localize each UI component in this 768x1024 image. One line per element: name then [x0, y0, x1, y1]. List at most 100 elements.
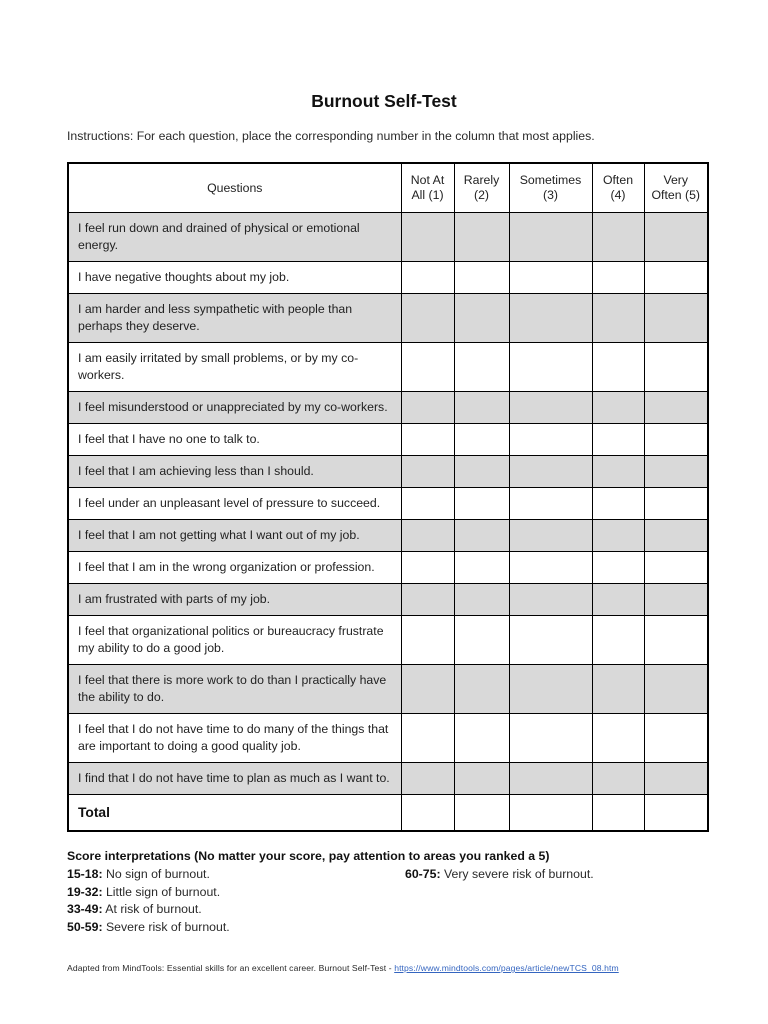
table-row: I feel that organizational politics or b…: [67, 615, 709, 665]
question-text: I feel that I have no one to talk to.: [67, 423, 402, 456]
score-text: No sign of burnout.: [105, 867, 210, 881]
question-text: I am easily irritated by small problems,…: [67, 342, 402, 392]
answer-cell: [508, 519, 593, 552]
answer-cell: [400, 583, 455, 616]
mindtools-link[interactable]: https://www.mindtools.com/pages/article/…: [394, 963, 619, 973]
answer-cell: [591, 664, 645, 714]
table-row: I feel that I am not getting what I want…: [67, 519, 709, 552]
question-text: I am harder and less sympathetic with pe…: [67, 293, 402, 343]
answer-cell: [400, 664, 455, 714]
question-text: I feel that organizational politics or b…: [67, 615, 402, 665]
answer-cell: [453, 551, 510, 584]
answer-cell: [508, 391, 593, 424]
table-row: I have negative thoughts about my job.: [67, 261, 709, 294]
score-text: Severe risk of burnout.: [105, 919, 230, 934]
attribution-footer: Adapted from MindTools: Essential skills…: [67, 963, 707, 973]
answer-cell: [453, 487, 510, 520]
question-rows: I feel run down and drained of physical …: [67, 212, 709, 832]
score-heading: Score interpretations (No matter your sc…: [67, 849, 550, 863]
answer-cell: [453, 455, 510, 488]
answer-cell: [643, 293, 709, 343]
answer-cell: [643, 615, 709, 665]
answer-cell: [591, 261, 645, 294]
answer-cell: [453, 261, 510, 294]
answer-cell: [643, 391, 709, 424]
question-text: I feel that I am achieving less than I s…: [67, 455, 402, 488]
answer-cell: [400, 519, 455, 552]
table-row: I am easily irritated by small problems,…: [67, 342, 709, 392]
answer-cell: [591, 391, 645, 424]
answer-cell: [508, 615, 593, 665]
column-header-often: Often (4): [591, 162, 645, 213]
table-row: I feel that I have no one to talk to.: [67, 423, 709, 456]
score-text: At risk of burnout.: [105, 902, 202, 916]
column-header-rarely: Rarely (2): [453, 162, 510, 213]
answer-cell: [643, 423, 709, 456]
answer-cell: [591, 794, 645, 832]
answer-cell: [591, 423, 645, 456]
answer-cell: [591, 713, 645, 763]
answer-cell: [453, 519, 510, 552]
answer-cell: [453, 615, 510, 665]
question-text: I feel that I am not getting what I want…: [67, 519, 402, 552]
attribution-text: Adapted from MindTools: Essential skills…: [67, 963, 395, 973]
answer-cell: [643, 487, 709, 520]
burnout-question-table: Questions Not At All (1) Rarely (2) Some…: [67, 162, 709, 832]
answer-cell: [591, 583, 645, 616]
answer-cell: [508, 762, 593, 795]
answer-cell: [643, 519, 709, 552]
answer-cell: [591, 455, 645, 488]
answer-cell: [508, 212, 593, 262]
table-row: I feel that I do not have time to do man…: [67, 713, 709, 763]
answer-cell: [591, 519, 645, 552]
answer-cell: [643, 762, 709, 795]
answer-cell: [453, 391, 510, 424]
document-page: Burnout Self-Test Instructions: For each…: [67, 91, 709, 973]
answer-cell: [508, 583, 593, 616]
answer-cell: [453, 664, 510, 714]
answer-cell: [400, 342, 455, 392]
total-label: Total: [67, 794, 402, 832]
answer-cell: [400, 551, 455, 584]
answer-cell: [400, 261, 455, 294]
answer-cell: [591, 487, 645, 520]
answer-cell: [400, 423, 455, 456]
answer-cell: [453, 423, 510, 456]
answer-cell: [508, 423, 593, 456]
answer-cell: [508, 551, 593, 584]
answer-cell: [453, 293, 510, 343]
instructions-text: Instructions: For each question, place t…: [67, 129, 595, 143]
column-header-very-often: Very Often (5): [643, 162, 709, 213]
answer-cell: [508, 713, 593, 763]
answer-cell: [591, 293, 645, 343]
score-text: Little sign of burnout.: [105, 884, 221, 899]
answer-cell: [591, 551, 645, 584]
answer-cell: [400, 212, 455, 262]
score-range: 19-32:: [67, 884, 103, 899]
score-item: 15-18: No sign of burnout.: [67, 866, 405, 884]
answer-cell: [453, 342, 510, 392]
column-header-not-at-all: Not At All (1): [400, 162, 455, 213]
answer-cell: [643, 794, 709, 832]
table-row: I feel that I am achieving less than I s…: [67, 455, 709, 488]
answer-cell: [591, 615, 645, 665]
answer-cell: [643, 551, 709, 584]
question-text: I feel run down and drained of physical …: [67, 212, 402, 262]
score-item: 50-59: Severe risk of burnout.: [67, 919, 230, 937]
answer-cell: [643, 455, 709, 488]
answer-cell: [453, 583, 510, 616]
question-text: I feel misunderstood or unappreciated by…: [67, 391, 402, 424]
answer-cell: [400, 391, 455, 424]
question-text: I feel that I do not have time to do man…: [67, 713, 402, 763]
answer-cell: [508, 794, 593, 832]
answer-cell: [643, 713, 709, 763]
question-text: I feel under an unpleasant level of pres…: [67, 487, 402, 520]
answer-cell: [508, 487, 593, 520]
answer-cell: [453, 212, 510, 262]
answer-cell: [400, 615, 455, 665]
answer-cell: [508, 455, 593, 488]
answer-cell: [643, 261, 709, 294]
answer-cell: [453, 794, 510, 832]
answer-cell: [400, 762, 455, 795]
score-item: 33-49: At risk of burnout.: [67, 901, 202, 919]
